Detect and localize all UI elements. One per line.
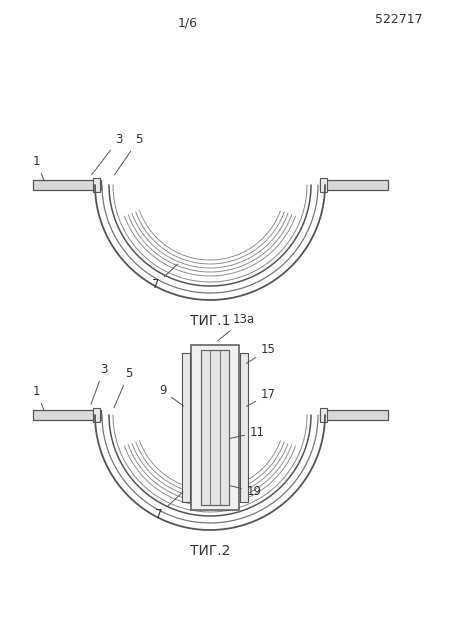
Bar [239, 353, 248, 502]
Text: 15: 15 [246, 343, 275, 364]
Bar [319, 410, 387, 420]
Bar [201, 350, 229, 505]
Text: 522717: 522717 [374, 13, 422, 26]
Bar [93, 408, 100, 422]
Bar [191, 345, 239, 510]
Text: 7: 7 [152, 264, 178, 291]
Text: 11: 11 [222, 426, 264, 440]
Text: 3: 3 [92, 133, 122, 175]
Text: 5: 5 [114, 133, 142, 175]
Bar [319, 408, 326, 422]
Text: 3: 3 [91, 363, 107, 404]
Text: 13a: 13a [216, 313, 254, 341]
Text: 5: 5 [114, 367, 132, 408]
Bar [182, 353, 189, 502]
Bar [33, 180, 101, 190]
Text: ΤИГ.1: ΤИГ.1 [189, 314, 230, 328]
Text: 17: 17 [246, 388, 276, 406]
Bar [319, 180, 387, 190]
Text: 1/6: 1/6 [178, 17, 198, 30]
Text: 9: 9 [159, 385, 184, 406]
Text: 19: 19 [229, 485, 262, 498]
Text: 7: 7 [155, 492, 183, 521]
Bar [33, 410, 101, 420]
Bar [93, 178, 100, 192]
Bar [319, 178, 326, 192]
Text: ΤИГ.2: ΤИГ.2 [189, 544, 230, 558]
Text: 1: 1 [33, 385, 44, 410]
Text: 1: 1 [33, 155, 44, 180]
